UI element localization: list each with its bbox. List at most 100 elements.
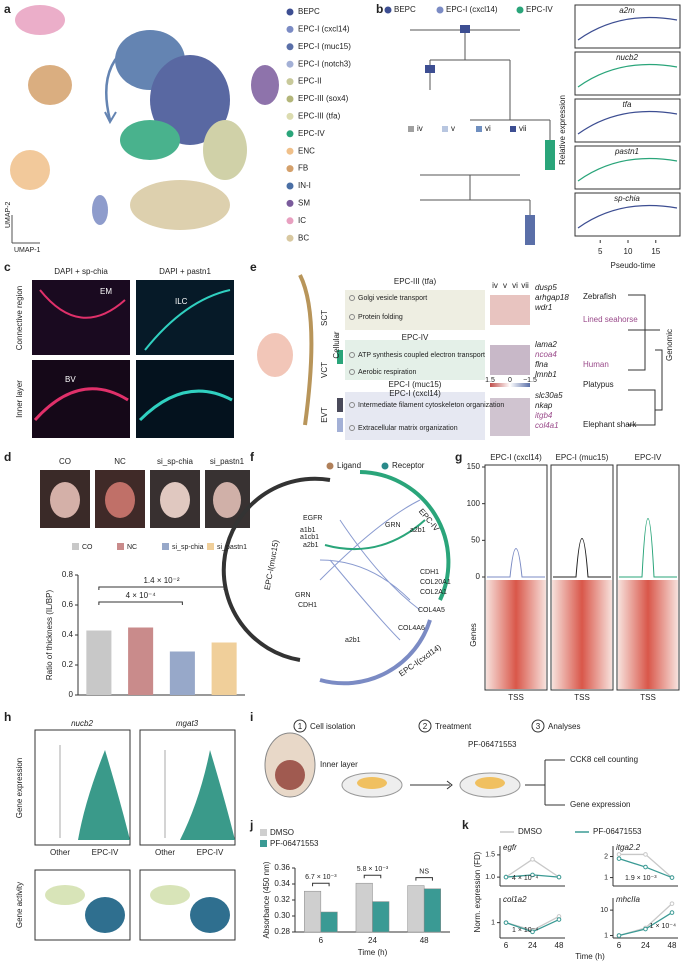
species: Elephant shark bbox=[583, 420, 637, 429]
point bbox=[556, 917, 562, 922]
trend bbox=[577, 63, 678, 88]
bracket bbox=[312, 882, 330, 887]
photo-label: si_sp-chia bbox=[157, 457, 194, 466]
gene: lama2 bbox=[535, 340, 557, 349]
legend-swatch bbox=[442, 126, 448, 132]
bracket bbox=[98, 601, 183, 605]
annotation: 4 × 10⁻⁴ bbox=[126, 591, 157, 600]
bar bbox=[372, 901, 390, 933]
legend-label: IC bbox=[298, 216, 306, 225]
expression-panel bbox=[574, 192, 681, 237]
inset-label: BV bbox=[65, 375, 76, 384]
point bbox=[643, 852, 648, 857]
annotation: 5.8 × 10⁻³ bbox=[357, 866, 389, 873]
legend-swatch bbox=[510, 126, 516, 132]
term: ATP synthesis coupled electron transport bbox=[358, 352, 485, 359]
point bbox=[503, 874, 509, 880]
photo-label: NC bbox=[114, 457, 126, 466]
chord-labels: Ligand ReceptorEPC-IVEPC-I(muc15)EPC-I(cx… bbox=[263, 461, 451, 678]
legend-label: DMSO bbox=[518, 827, 542, 836]
point bbox=[669, 910, 675, 915]
trend bbox=[577, 204, 678, 229]
stage-label: vi bbox=[512, 281, 518, 290]
legend-label: vi bbox=[485, 124, 491, 133]
annotation: 1 × 10⁻⁴ bbox=[650, 923, 676, 930]
axis-label: UMAP-2 bbox=[5, 201, 12, 228]
legend-swatch bbox=[476, 126, 482, 132]
axis-label: Relative expression bbox=[558, 95, 567, 165]
term: Extracellular matrix organization bbox=[358, 425, 458, 432]
gene-title: sp-chia bbox=[614, 194, 640, 203]
y-tick-label: 0.36 bbox=[274, 863, 290, 872]
x-tick-label: 6 bbox=[504, 941, 509, 950]
y-tick-label: 0.4 bbox=[62, 630, 74, 639]
legend-label: PF-06471553 bbox=[270, 839, 319, 848]
point bbox=[643, 864, 648, 870]
gene: itgb4 bbox=[535, 411, 553, 420]
step-number: 1 bbox=[298, 722, 303, 731]
output-label: CCK8 cell counting bbox=[570, 755, 638, 764]
stage-label: vii bbox=[521, 281, 529, 290]
legend-label: ENC bbox=[298, 146, 315, 155]
legend-label: EPC-I (cxcl14) bbox=[446, 5, 498, 14]
gene-title: mgat3 bbox=[176, 719, 199, 728]
species: Zebrafish bbox=[583, 292, 616, 301]
annotation: NS bbox=[419, 868, 429, 875]
legend-swatch bbox=[408, 126, 414, 132]
legend-label: EPC-I (muc15) bbox=[298, 42, 351, 51]
x-tick-label: 48 bbox=[420, 936, 429, 945]
inset-label: EM bbox=[100, 287, 112, 296]
step-label: Treatment bbox=[435, 722, 472, 731]
photo-label: CO bbox=[59, 457, 71, 466]
legend-label: DMSO bbox=[270, 828, 294, 837]
bar bbox=[355, 882, 373, 933]
legend-swatch bbox=[286, 8, 294, 16]
trend bbox=[577, 16, 678, 41]
legend-swatch bbox=[286, 43, 294, 51]
legend-label: PF-06471553 bbox=[593, 827, 642, 836]
gene-label: COL2A1 bbox=[420, 589, 447, 596]
expression-panel bbox=[574, 4, 681, 49]
e-decor bbox=[257, 274, 663, 440]
photos bbox=[40, 470, 250, 528]
point bbox=[530, 872, 535, 878]
legend-swatch bbox=[286, 147, 294, 155]
axis-label: Time (h) bbox=[575, 952, 605, 961]
legend-label: FB bbox=[298, 164, 308, 173]
row-label: Inner layer bbox=[15, 380, 24, 418]
point bbox=[643, 926, 648, 932]
point bbox=[530, 857, 535, 862]
point bbox=[616, 852, 622, 857]
legend-swatch bbox=[286, 165, 294, 173]
axis-label: UMAP-1 bbox=[14, 247, 41, 254]
legend-swatch bbox=[286, 199, 294, 207]
y-tick-label: 50 bbox=[471, 535, 480, 544]
gene-label: GRN bbox=[295, 592, 311, 599]
legend-label: EPC-I (notch3) bbox=[298, 59, 351, 68]
inset-label: ILC bbox=[175, 297, 188, 306]
gene: flna bbox=[535, 360, 548, 369]
legend-swatch bbox=[72, 543, 79, 550]
legend-label: si_sp-chia bbox=[172, 544, 204, 551]
bar bbox=[128, 627, 154, 695]
bullet bbox=[349, 295, 355, 301]
x-tick-label: 24 bbox=[368, 936, 377, 945]
violins bbox=[34, 729, 236, 941]
x-tick-label: 48 bbox=[668, 941, 677, 950]
axis-label: Ratio of thickness (IL/BP) bbox=[45, 590, 54, 681]
bracket bbox=[98, 586, 225, 590]
legend-swatch bbox=[286, 60, 294, 68]
legend-swatch bbox=[286, 217, 294, 225]
group-title: EPC-I (muc15) bbox=[389, 380, 442, 389]
drug-label: PF-06471553 bbox=[468, 740, 517, 749]
annotation: 4 × 10⁻⁴ bbox=[512, 875, 538, 882]
y-tick-label: 0 bbox=[69, 690, 74, 699]
panel-label: f bbox=[250, 450, 255, 464]
panel-title: col1a2 bbox=[503, 895, 527, 904]
point bbox=[669, 875, 675, 880]
layer-label: VCT bbox=[320, 362, 329, 378]
gene-title: tfa bbox=[623, 100, 632, 109]
expression-panels: a2m nucb2 tfa pastn1 sp-chia 5 10 15 bbox=[574, 4, 681, 256]
legend-swatch bbox=[381, 462, 389, 470]
